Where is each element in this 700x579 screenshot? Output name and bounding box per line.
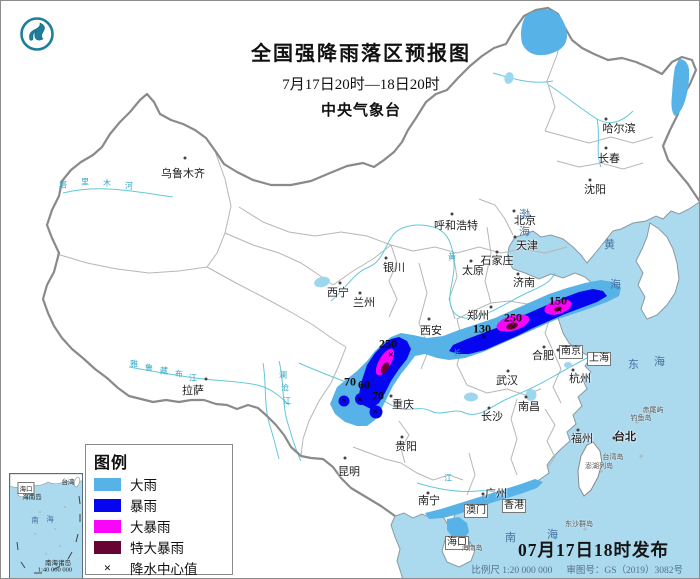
legend-swatch-rainstorm <box>94 498 121 512</box>
map-meta: 比例尺 1:20 000 000 审图号：GS（2019）3082号 <box>471 562 683 576</box>
lakes <box>314 72 572 402</box>
inset-label: 台湾 <box>61 479 75 486</box>
islet-dots <box>583 411 652 531</box>
inset-label: 海 <box>46 514 54 524</box>
legend-label: 特大暴雨 <box>130 541 184 556</box>
legend-swatch-heavy_rain <box>94 477 121 491</box>
legend-panel: 图例 大雨暴雨大暴雨特大暴雨 × 降水中心值 <box>85 444 233 578</box>
rivers <box>62 72 634 494</box>
sea-area <box>390 201 699 578</box>
legend-row: 特大暴雨 <box>94 537 232 557</box>
inset-label: 海口 <box>17 482 35 494</box>
south-china-sea-inset: 海口 海南岛 台湾南海南海诸岛 1:40 000 000 <box>9 473 83 578</box>
forecast-period: 7月17日20时—18日20时 <box>282 77 440 93</box>
rain-area-extreme-rainstorm <box>380 306 562 374</box>
legend-row: 大暴雨 <box>94 516 232 536</box>
legend-swatch-heavy_rainstorm <box>94 519 121 533</box>
korea-landmass <box>635 222 680 320</box>
legend-row: 大雨 <box>94 474 232 494</box>
legend-swatch-extreme_rainstorm <box>94 540 121 554</box>
legend-row: 暴雨 <box>94 495 232 515</box>
map-approval-number: 审图号：GS（2019）3082号 <box>566 566 683 576</box>
inset-label: 1:40 000 000 <box>37 566 73 574</box>
legend-items: 大雨暴雨大暴雨特大暴雨 <box>94 474 232 557</box>
legend-label: 暴雨 <box>130 499 157 514</box>
taiwan-island <box>577 441 603 497</box>
nine-dash-line <box>16 495 81 574</box>
legend-title: 图例 <box>94 455 129 472</box>
inset-label: 海南岛 <box>22 494 42 501</box>
map-title-block: 全国强降雨落区预报图 7月17日20时—18日20时 中央气象台 <box>211 37 511 120</box>
inset-islet-dots <box>34 506 67 555</box>
cma-logo-icon <box>20 17 54 51</box>
map-title: 全国强降雨落区预报图 <box>251 43 471 65</box>
legend-marker-row: × 降水中心值 <box>94 558 232 578</box>
inset-label: 南海诸岛 <box>45 560 71 567</box>
issuing-agency: 中央气象台 <box>320 103 401 119</box>
legend-label: 大雨 <box>130 478 157 493</box>
precip-center-marker-symbol: × <box>103 560 112 575</box>
inset-label: 南 <box>31 515 39 525</box>
map-scale: 比例尺 1:20 000 000 <box>471 566 553 576</box>
legend-label: 大暴雨 <box>130 520 171 535</box>
china-national-border <box>41 6 699 517</box>
issue-time: 07月17日18时发布 <box>518 540 669 560</box>
precip-center-marker-label: 降水中心值 <box>130 562 198 577</box>
